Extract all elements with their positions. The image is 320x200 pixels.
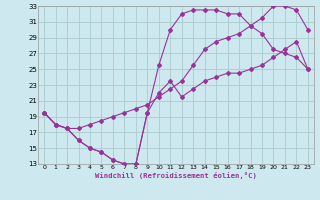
X-axis label: Windchill (Refroidissement éolien,°C): Windchill (Refroidissement éolien,°C)	[95, 172, 257, 179]
